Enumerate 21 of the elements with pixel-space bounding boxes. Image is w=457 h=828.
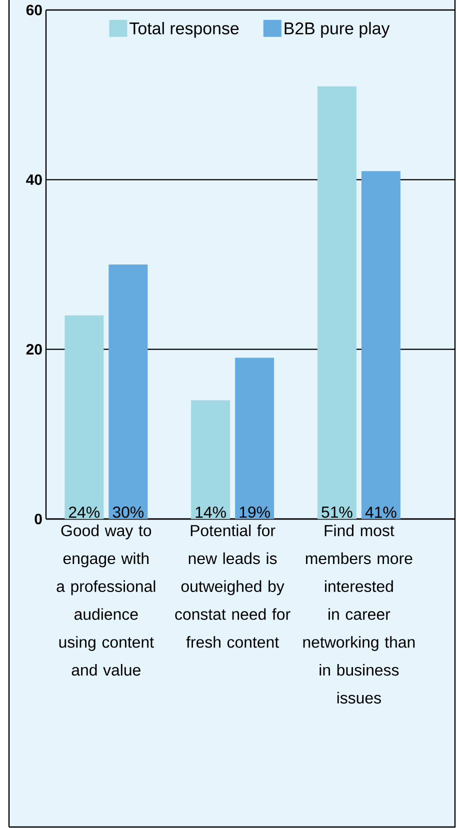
data-label: 24% bbox=[69, 506, 100, 518]
bar bbox=[64, 315, 104, 519]
legend-label: B2B pure play bbox=[284, 22, 390, 38]
x-tick-label: Good way to engage with a professional audience using content and value bbox=[56, 524, 156, 676]
bar bbox=[317, 86, 356, 519]
data-label: 14% bbox=[196, 506, 226, 518]
data-label: 19% bbox=[240, 506, 270, 518]
bar bbox=[235, 358, 274, 519]
data-label: 30% bbox=[112, 506, 144, 518]
bar bbox=[108, 264, 148, 519]
data-label: 51% bbox=[322, 506, 352, 518]
y-tick-label: 20 bbox=[26, 344, 42, 355]
x-tick-label: Potential for new leads is outweighed by constat need for fresh content bbox=[175, 524, 290, 648]
x-tick-label: Find most members more interested in career networking than in business issues bbox=[303, 524, 415, 704]
data-label: 41% bbox=[365, 506, 396, 518]
legend-label: Total response bbox=[130, 22, 239, 38]
y-tick-label: 40 bbox=[26, 174, 42, 185]
bar bbox=[361, 171, 400, 519]
y-tick-label: 60 bbox=[26, 4, 42, 16]
y-tick-label: 0 bbox=[34, 514, 42, 524]
bar bbox=[191, 400, 230, 519]
